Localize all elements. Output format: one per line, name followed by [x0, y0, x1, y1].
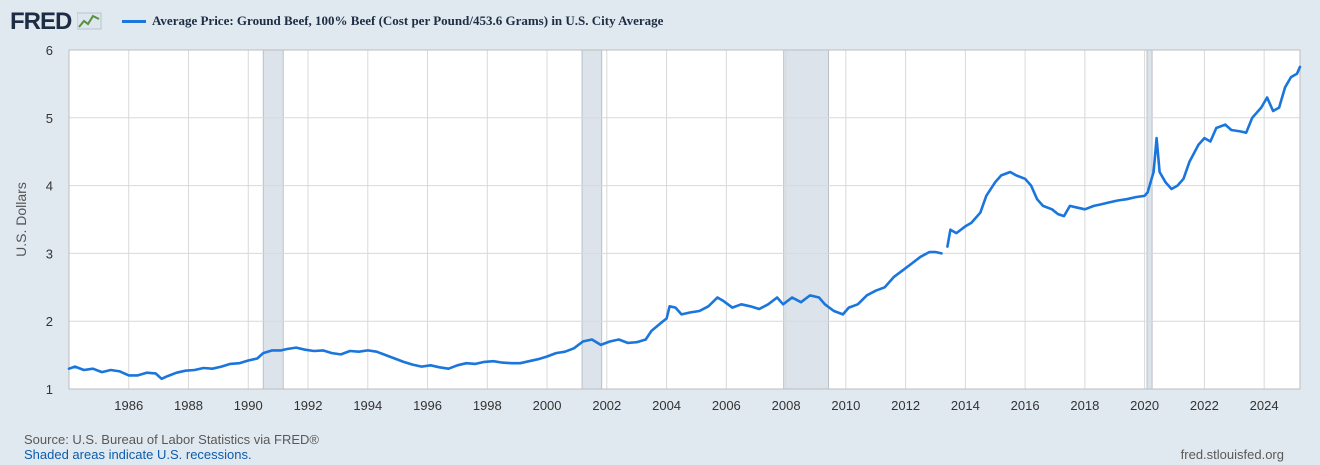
x-tick-label: 2012: [891, 398, 920, 413]
fred-logo[interactable]: FRED: [10, 8, 103, 36]
recession-band: [581, 49, 603, 390]
source-note: Source: U.S. Bureau of Labor Statistics …: [24, 432, 319, 447]
y-axis-label: U.S. Dollars: [13, 182, 29, 257]
x-tick-label: 1998: [473, 398, 502, 413]
series-line-segment: [946, 65, 1302, 248]
x-tick-label: 1990: [234, 398, 263, 413]
y-tick-label: 3: [46, 246, 53, 261]
x-tick-label: 1988: [174, 398, 203, 413]
site-link[interactable]: fred.stlouisfed.org: [1180, 447, 1284, 462]
recession-note: Shaded areas indicate U.S. recessions.: [24, 447, 252, 462]
chart-title: Average Price: Ground Beef, 100% Beef (C…: [152, 13, 664, 28]
y-tick-label: 4: [46, 179, 53, 194]
x-tick-label: 2000: [533, 398, 562, 413]
chart-legend: Average Price: Ground Beef, 100% Beef (C…: [122, 13, 663, 29]
legend-line-swatch: [122, 19, 146, 23]
recession-band: [262, 49, 284, 390]
x-tick-label: 2008: [772, 398, 801, 413]
x-tick-label: 2016: [1011, 398, 1040, 413]
x-tick-label: 1986: [114, 398, 143, 413]
x-tick-label: 2014: [951, 398, 980, 413]
y-tick-label: 2: [46, 314, 53, 329]
fred-logo-text: FRED: [10, 8, 72, 35]
plot-border: [68, 49, 1301, 390]
x-tick-label: 2024: [1250, 398, 1279, 413]
fred-chart-icon: [76, 12, 102, 30]
x-tick-label: 1992: [294, 398, 323, 413]
recession-band: [783, 49, 829, 390]
y-tick-label: 1: [46, 382, 53, 397]
recession-band: [1146, 49, 1153, 390]
x-tick-label: 2022: [1190, 398, 1219, 413]
x-tick-label: 2010: [831, 398, 860, 413]
series-line-segment: [67, 250, 943, 381]
plot-area: [69, 50, 1300, 389]
x-tick-label: 2020: [1130, 398, 1159, 413]
x-tick-label: 1994: [353, 398, 382, 413]
x-tick-label: 1996: [413, 398, 442, 413]
x-tick-label: 2002: [592, 398, 621, 413]
x-tick-label: 2018: [1070, 398, 1099, 413]
x-tick-label: 2004: [652, 398, 681, 413]
y-tick-label: 6: [46, 43, 53, 58]
x-tick-label: 2006: [712, 398, 741, 413]
y-tick-label: 5: [46, 111, 53, 126]
chart-footer: Source: U.S. Bureau of Labor Statistics …: [24, 432, 319, 462]
